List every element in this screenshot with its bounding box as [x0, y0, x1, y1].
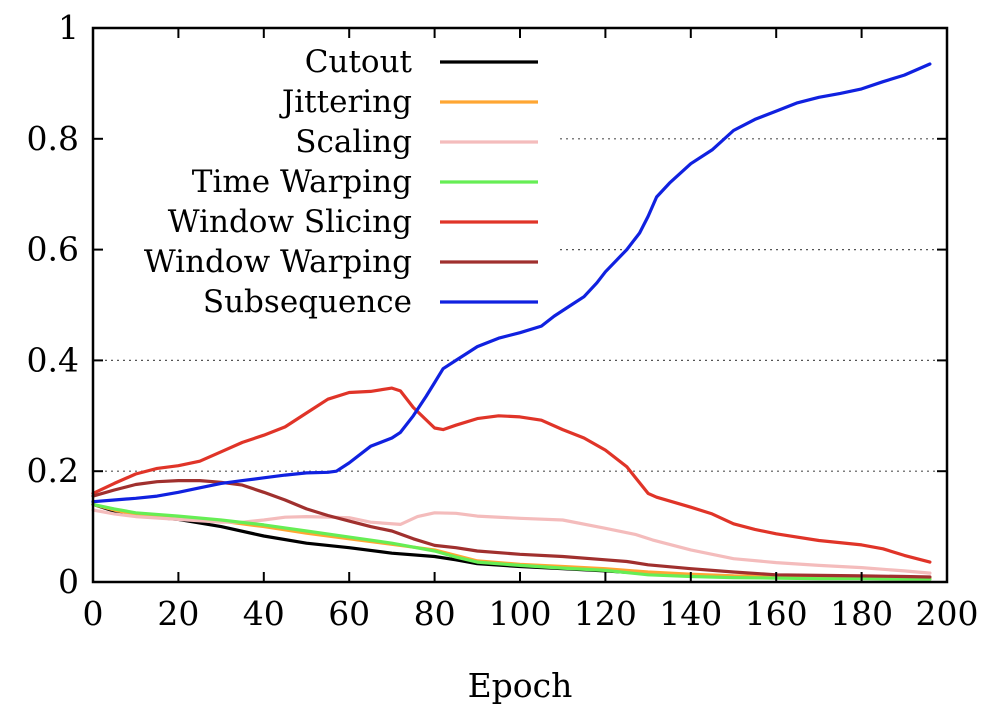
grid-lines — [93, 138, 947, 472]
x-tick-label-3: 60 — [328, 594, 370, 633]
legend-label-time-warping: Time Warping — [192, 164, 412, 200]
series-line-window-warping — [91, 479, 932, 579]
series-line-time-warping — [91, 502, 932, 581]
series-lines — [91, 62, 932, 581]
legend-label-subsequence: Subsequence — [203, 284, 412, 320]
x-tick-label-7: 140 — [659, 594, 722, 633]
y-tick-label-3: 0.6 — [27, 230, 79, 269]
y-tick-label-0: 0 — [58, 562, 79, 601]
x-tick-label-0: 0 — [83, 594, 104, 633]
legend: Cutout Jittering Scaling Time Warping Window… — [144, 44, 538, 320]
legend-label-jittering: Jittering — [279, 84, 412, 120]
series-line-cutout — [91, 502, 932, 580]
legend-label-window-warping: Window Warping — [144, 244, 412, 280]
series-line-window-slicing — [91, 386, 932, 564]
x-tick-label-2: 40 — [243, 594, 285, 633]
axis-ticks: 0 0.2 0.4 0.6 0.8 1 0 20 40 60 80 100 120 140 160 180 20… — [27, 8, 979, 633]
x-tick-label-10: 200 — [916, 594, 979, 633]
y-tick-label-4: 0.8 — [27, 119, 79, 158]
x-tick-label-9: 180 — [830, 594, 893, 633]
x-tick-label-5: 100 — [489, 594, 552, 633]
y-tick-label-5: 1 — [58, 8, 79, 47]
legend-label-scaling: Scaling — [295, 124, 412, 160]
series-line-subsequence — [91, 62, 932, 504]
legend-label-window-slicing: Window Slicing — [168, 204, 412, 240]
x-tick-label-8: 160 — [745, 594, 808, 633]
x-tick-label-1: 20 — [157, 594, 199, 633]
legend-label-cutout: Cutout — [305, 44, 413, 80]
x-tick-label-6: 120 — [574, 594, 637, 633]
y-tick-label-1: 0.2 — [27, 451, 79, 490]
x-tick-label-4: 80 — [414, 594, 456, 633]
y-tick-label-2: 0.4 — [27, 340, 79, 379]
x-axis-label: Epoch — [468, 666, 573, 705]
